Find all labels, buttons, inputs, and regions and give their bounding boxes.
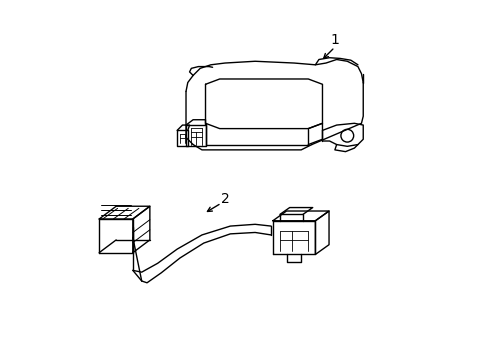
Polygon shape: [205, 79, 322, 129]
Polygon shape: [177, 130, 187, 146]
Polygon shape: [315, 211, 328, 255]
Polygon shape: [99, 219, 133, 253]
Text: 1: 1: [330, 33, 339, 47]
Polygon shape: [133, 206, 149, 253]
Polygon shape: [99, 206, 149, 219]
Polygon shape: [185, 125, 205, 146]
Text: 2: 2: [220, 193, 229, 207]
Polygon shape: [272, 221, 315, 255]
Polygon shape: [272, 211, 328, 221]
